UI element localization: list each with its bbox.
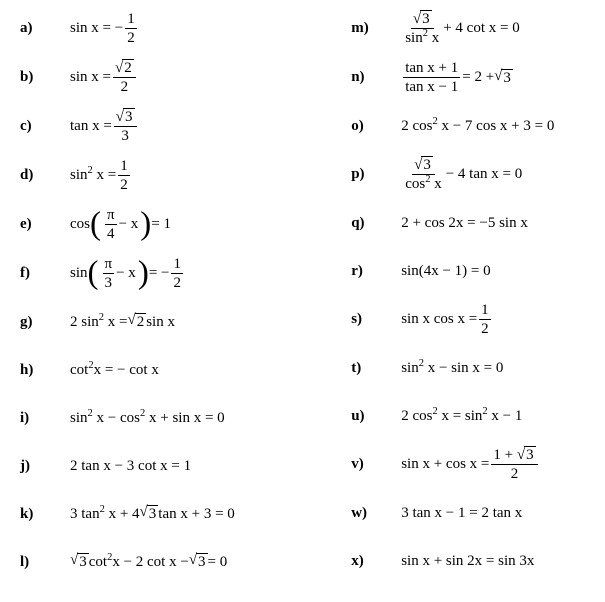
- item-label: g): [20, 314, 70, 331]
- exercise-item: q)2 + cos 2x = −5 sin x: [351, 205, 585, 241]
- item-label: j): [20, 458, 70, 475]
- exercise-item: v)sin x + cos x = 1 + 32: [351, 446, 585, 483]
- item-label: q): [351, 215, 401, 232]
- exercise-item: u)2 cos2 x = sin2 x − 1: [351, 398, 585, 434]
- exercise-item: i)sin2 x − cos2 x + sin x = 0: [20, 400, 351, 436]
- equation: 3 tan x − 1 = 2 tan x: [401, 506, 522, 521]
- exercise-item: s)sin x cos x = 12: [351, 301, 585, 338]
- equation: sin x = 22: [70, 59, 138, 96]
- equation: cot2x = − cot x: [70, 363, 159, 378]
- item-label: u): [351, 408, 401, 425]
- columns-container: a)sin x = − 12 b)sin x = 22 c)tan x = 33 d)…: [20, 10, 585, 592]
- exercise-item: n)tan x + 1tan x − 1 = 2 + 3: [351, 59, 585, 96]
- item-label: h): [20, 362, 70, 379]
- equation: sin2 x = 12: [70, 157, 132, 194]
- equation: sin x cos x = 12: [401, 301, 492, 338]
- item-label: i): [20, 410, 70, 427]
- left-column: a)sin x = − 12 b)sin x = 22 c)tan x = 33 d)…: [20, 10, 351, 592]
- equation: sin(4x − 1) = 0: [401, 264, 490, 279]
- exercise-item: c)tan x = 33: [20, 108, 351, 145]
- item-label: b): [20, 69, 70, 86]
- equation: cosπ4 − x = 1: [70, 206, 171, 243]
- exercise-item: b)sin x = 22: [20, 59, 351, 96]
- exercise-item: o)2 cos2 x − 7 cos x + 3 = 0: [351, 108, 585, 144]
- equation: 3cos2 x − 4 tan x = 0: [401, 156, 522, 193]
- exercise-item: h)cot2x = − cot x: [20, 352, 351, 388]
- item-label: p): [351, 166, 401, 183]
- equation: 2 cos2 x − 7 cos x + 3 = 0: [401, 119, 554, 134]
- equation: 2 + cos 2x = −5 sin x: [401, 216, 528, 231]
- item-label: e): [20, 216, 70, 233]
- item-label: o): [351, 118, 401, 135]
- equation: sin x + sin 2x = sin 3x: [401, 554, 534, 569]
- item-label: t): [351, 360, 401, 377]
- equation: 3 tan2 x + 43 tan x + 3 = 0: [70, 505, 235, 523]
- item-label: v): [351, 456, 401, 473]
- exercise-item: d)sin2 x = 12: [20, 157, 351, 194]
- item-label: s): [351, 311, 401, 328]
- exercise-item: x)sin x + sin 2x = sin 3x: [351, 543, 585, 579]
- equation: 2 cos2 x = sin2 x − 1: [401, 409, 522, 424]
- equation: sin x + cos x = 1 + 32: [401, 446, 539, 483]
- right-column: m)3sin2 x + 4 cot x = 0 n)tan x + 1tan x …: [351, 10, 585, 592]
- equation: 2 sin2 x = 2 sin x: [70, 313, 175, 331]
- exercise-item: k)3 tan2 x + 43 tan x + 3 = 0: [20, 496, 351, 532]
- exercise-item: w)3 tan x − 1 = 2 tan x: [351, 495, 585, 531]
- item-label: r): [351, 263, 401, 280]
- item-label: n): [351, 69, 401, 86]
- exercise-item: r)sin(4x − 1) = 0: [351, 253, 585, 289]
- item-label: d): [20, 167, 70, 184]
- equation: sin2 x − cos2 x + sin x = 0: [70, 411, 225, 426]
- item-label: l): [20, 554, 70, 571]
- equation: 3 cot2x − 2 cot x − 3 = 0: [70, 553, 227, 571]
- exercise-item: t)sin2 x − sin x = 0: [351, 350, 585, 386]
- item-label: k): [20, 506, 70, 523]
- item-label: a): [20, 20, 70, 37]
- exercise-item: l)3 cot2x − 2 cot x − 3 = 0: [20, 544, 351, 580]
- equation: 2 tan x − 3 cot x = 1: [70, 459, 191, 474]
- exercise-item: e)cosπ4 − x = 1: [20, 206, 351, 243]
- exercise-item: j)2 tan x − 3 cot x = 1: [20, 448, 351, 484]
- exercise-item: f)sinπ3 − x = − 12: [20, 255, 351, 292]
- equation: sin x = − 12: [70, 10, 139, 47]
- item-label: x): [351, 553, 401, 570]
- equation: sinπ3 − x = − 12: [70, 255, 185, 292]
- exercise-item: m)3sin2 x + 4 cot x = 0: [351, 10, 585, 47]
- exercise-item: g)2 sin2 x = 2 sin x: [20, 304, 351, 340]
- equation: sin2 x − sin x = 0: [401, 361, 503, 376]
- item-label: f): [20, 265, 70, 282]
- exercise-item: a)sin x = − 12: [20, 10, 351, 47]
- item-label: w): [351, 505, 401, 522]
- equation: 3sin2 x + 4 cot x = 0: [401, 10, 520, 47]
- item-label: c): [20, 118, 70, 135]
- equation: tan x + 1tan x − 1 = 2 + 3: [401, 59, 513, 96]
- item-label: m): [351, 20, 401, 37]
- equation: tan x = 33: [70, 108, 139, 145]
- exercise-item: p)3cos2 x − 4 tan x = 0: [351, 156, 585, 193]
